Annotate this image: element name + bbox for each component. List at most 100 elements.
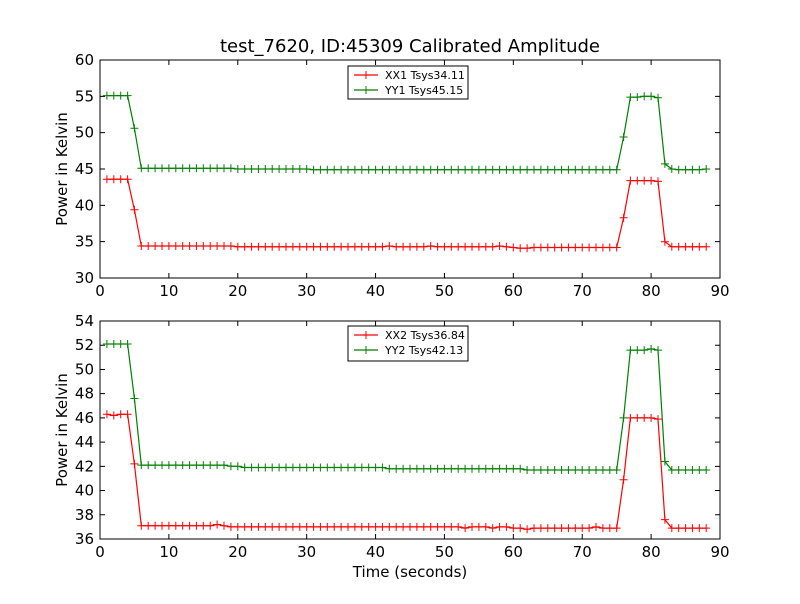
data-point <box>213 242 222 250</box>
data-point <box>412 242 421 251</box>
data-point <box>247 522 256 531</box>
data-point <box>509 243 518 252</box>
data-point <box>543 165 552 174</box>
data-point <box>357 463 366 472</box>
data-point <box>240 165 249 173</box>
legend-entry-label: YY2 Tsys42.13 <box>384 344 463 357</box>
data-point <box>488 242 497 251</box>
data-point <box>702 466 711 474</box>
data-point <box>316 463 325 472</box>
legend-swatch-marker <box>362 346 370 354</box>
data-point <box>488 464 497 473</box>
data-point <box>585 165 594 174</box>
data-point <box>564 466 573 474</box>
x-tick-label: 90 <box>710 282 729 300</box>
data-point <box>695 466 704 474</box>
data-point <box>605 243 614 252</box>
data-point <box>474 165 483 174</box>
y-tick-label: 50 <box>75 360 94 378</box>
data-point <box>158 164 166 173</box>
data-point <box>337 522 346 531</box>
data-point <box>344 463 352 472</box>
data-point <box>213 461 222 470</box>
data-point <box>385 165 394 174</box>
data-point <box>385 522 394 531</box>
data-point <box>516 524 525 533</box>
data-point <box>206 164 215 173</box>
data-point <box>433 464 442 473</box>
data-point <box>612 466 621 474</box>
data-point <box>378 463 387 472</box>
data-point <box>185 521 194 530</box>
data-point <box>302 165 311 173</box>
data-point <box>440 464 449 473</box>
data-point <box>468 464 476 473</box>
x-tick-label: 70 <box>573 543 592 561</box>
data-point <box>288 165 297 173</box>
x-tick-label: 0 <box>95 543 105 561</box>
data-point <box>295 463 304 472</box>
plot-frame <box>99 320 721 540</box>
data-point <box>240 463 249 472</box>
data-point <box>633 413 642 422</box>
data-point <box>295 165 304 173</box>
data-point <box>371 463 380 472</box>
data-point <box>151 242 160 250</box>
data-point <box>695 242 704 251</box>
data-point <box>158 242 166 250</box>
data-point <box>116 91 125 100</box>
data-point <box>378 165 387 174</box>
data-point <box>481 464 490 473</box>
legend-swatch-marker <box>362 86 370 94</box>
data-point <box>509 524 518 533</box>
data-point <box>578 243 587 252</box>
y-tick-label: 52 <box>75 336 94 354</box>
data-point <box>454 464 463 473</box>
data-point <box>261 463 270 472</box>
series-line-2 <box>106 343 707 471</box>
data-point <box>316 242 325 251</box>
data-point <box>626 93 635 102</box>
data-point <box>674 165 683 174</box>
data-point <box>585 243 594 252</box>
data-point <box>640 413 649 422</box>
data-point <box>268 522 277 531</box>
data-point <box>268 463 277 472</box>
data-point <box>592 165 600 174</box>
data-point <box>557 165 566 174</box>
data-point <box>233 165 242 173</box>
data-point <box>412 165 421 174</box>
y-tick-label: 48 <box>75 385 94 403</box>
data-point <box>702 165 711 173</box>
data-point <box>598 165 607 174</box>
data-point <box>323 165 332 174</box>
x-axis-label: Time (seconds) <box>352 563 468 581</box>
data-point <box>571 524 580 533</box>
data-point <box>288 522 297 531</box>
data-point <box>667 165 676 173</box>
data-point <box>502 165 511 174</box>
data-point <box>399 242 408 251</box>
data-point <box>654 177 662 186</box>
data-point <box>302 522 311 531</box>
data-point <box>357 242 366 251</box>
data-point <box>254 165 263 173</box>
data-point <box>350 165 359 174</box>
legend-box <box>347 65 469 100</box>
data-point <box>371 522 380 531</box>
data-point <box>592 243 600 252</box>
data-point <box>674 524 683 533</box>
data-point <box>371 242 380 251</box>
data-point <box>543 466 552 474</box>
x-tick-label: 40 <box>366 282 385 300</box>
data-point <box>598 466 607 474</box>
data-point <box>378 242 387 251</box>
data-point <box>282 463 290 472</box>
data-point <box>254 463 263 472</box>
data-point <box>426 165 435 174</box>
data-point <box>412 522 421 531</box>
data-point <box>364 165 373 174</box>
data-point <box>316 165 325 174</box>
data-point <box>109 340 118 348</box>
